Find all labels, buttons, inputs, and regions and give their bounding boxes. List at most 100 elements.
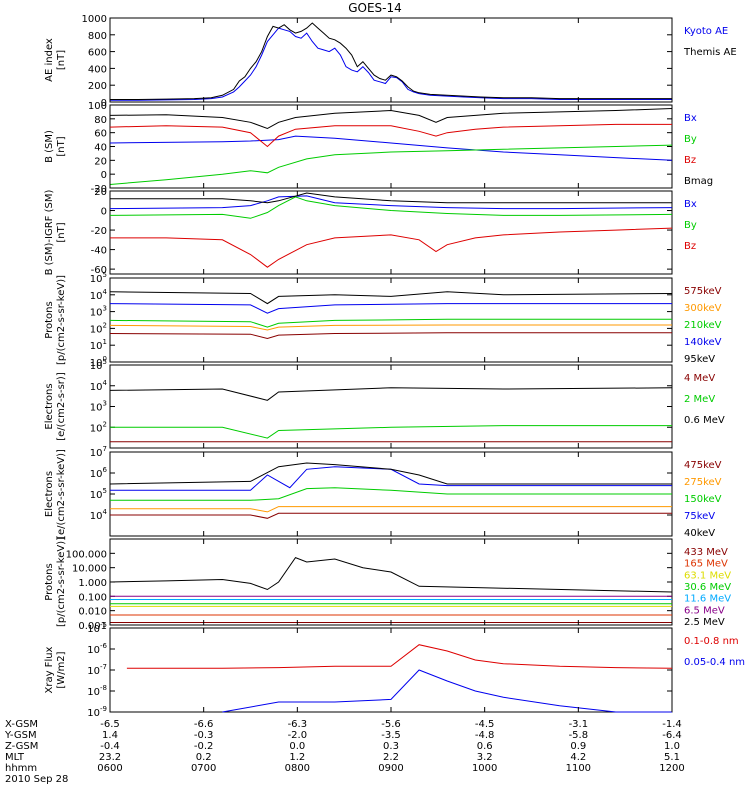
series-line [109, 108, 673, 130]
x-row-label: hhmm [5, 763, 37, 774]
series-line [109, 196, 673, 219]
y-axis-label: B (SM)-IGRF (SM) [44, 190, 55, 276]
panel-frame [109, 538, 673, 626]
y-axis-label: [e/(cm2-s-sr)] [56, 372, 67, 441]
series-line [110, 466, 672, 491]
legend-label: 0.05-0.4 nm [684, 657, 745, 668]
x-tick-label: -6.5 [100, 719, 120, 730]
y-tick-label: 0.100 [78, 592, 107, 603]
legend-label: 165 MeV [684, 559, 728, 570]
x-tick-label: -6.3 [288, 719, 308, 730]
panel-4: 102 103 104 105 Electrons [e/(cm2-s-sr)] 4 MeV… [44, 358, 725, 449]
x-row-label: MLT [5, 752, 25, 763]
x-tick-label: 2.2 [383, 752, 399, 763]
series-line [109, 291, 673, 305]
y-tick-label: 105 [90, 271, 107, 285]
x-tick-label: -0.3 [194, 730, 214, 741]
legend-label: 11.6 MeV [684, 594, 731, 605]
x-tick-label: 0.6 [477, 741, 493, 752]
y-tick-label: 400 [88, 64, 107, 75]
y-axis-label: [p/(cm2-s-sr-keV)] [56, 537, 67, 627]
x-tick-label: 0800 [285, 763, 310, 774]
y-tick-label: 10.000 [72, 564, 107, 575]
x-tick-label: -3.5 [381, 730, 401, 741]
y-tick-label: 10-7 [87, 663, 107, 677]
y-tick-label: 101 [90, 338, 107, 352]
legend-label: Kyoto AE [684, 26, 728, 37]
legend-label: 275keV [684, 477, 722, 488]
y-tick-label: 1.000 [78, 578, 107, 589]
y-tick-label: 800 [88, 31, 107, 42]
y-tick-label: 0 [101, 98, 107, 109]
x-tick-label: 0.3 [383, 741, 399, 752]
legend-label: Themis AE [683, 47, 737, 58]
series-line [109, 303, 672, 314]
legend-label: 30.6 MeV [684, 582, 731, 593]
y-tick-label: 60 [94, 129, 107, 140]
y-tick-label: 200 [88, 81, 107, 92]
y-tick-label: -60 [91, 265, 107, 276]
panel-5: 104 105 106 107 Electrons [e/(cm2-s-sr-keV)] 4… [44, 445, 722, 539]
x-row-label: Y-GSM [4, 730, 37, 741]
y-tick-label: 102 [90, 321, 107, 335]
y-tick-label: 10-9 [87, 705, 107, 719]
y-tick-label: 10-5 [87, 621, 107, 635]
y-axis-label: [p/(cm2-s-sr-keV)] [56, 275, 67, 365]
x-row-label: X-GSM [5, 719, 38, 730]
y-tick-label: 20 [94, 187, 107, 198]
x-tick-label: 4.2 [570, 752, 586, 763]
y-tick-label: 600 [88, 48, 107, 59]
series-line [110, 22, 672, 100]
legend-label: 2.5 MeV [684, 617, 725, 628]
y-tick-label: -20 [91, 226, 107, 237]
y-tick-label: 100.000 [66, 549, 107, 560]
y-tick-label: 104 [90, 379, 108, 393]
legend-label: 6.5 MeV [684, 605, 725, 616]
y-tick-label: 103 [90, 305, 107, 319]
y-axis-label: Xray Flux [44, 646, 55, 693]
x-tick-label: -3.1 [569, 719, 589, 730]
x-tick-label: 1100 [566, 763, 591, 774]
panel-6: 0.001 0.010 0.100 1.000 10.000 100.000 Protons… [44, 537, 731, 632]
y-axis-label: [nT] [56, 136, 67, 156]
y-axis-label: [nT] [56, 222, 67, 242]
series-line [109, 556, 673, 593]
legend-label: 63.1 MeV [684, 570, 731, 581]
legend-label: 140keV [684, 337, 722, 348]
legend-label: 4 MeV [684, 373, 715, 384]
y-tick-label: 10-6 [87, 642, 107, 656]
x-tick-label: 1.4 [102, 730, 118, 741]
y-tick-label: -40 [91, 246, 107, 257]
x-tick-label: 0700 [191, 763, 216, 774]
panel-frame [109, 190, 673, 275]
panel-0: 0 200 400 600 800 1000 AE index [nT] Kyoto AE The… [44, 14, 737, 109]
series-line [109, 135, 673, 161]
series-line [110, 425, 672, 439]
legend-label: 150keV [684, 494, 722, 505]
legend-label: By [684, 134, 697, 145]
y-axis-label: [nT] [56, 50, 67, 70]
x-tick-label: 23.2 [99, 752, 121, 763]
legend-label: Bz [684, 155, 696, 166]
y-tick-label: 107 [90, 445, 107, 459]
series-line [109, 195, 673, 210]
x-tick-label: 1.2 [289, 752, 305, 763]
y-axis-label: Electrons [44, 471, 55, 517]
y-tick-label: 40 [94, 143, 107, 154]
x-tick-label: -6.4 [662, 730, 682, 741]
legend-label: 475keV [684, 460, 722, 471]
x-tick-label: 0900 [378, 763, 403, 774]
y-axis-label: Electrons [44, 383, 55, 429]
y-axis-label: B (SM) [44, 130, 55, 163]
legend-label: 300keV [684, 303, 722, 314]
x-tick-label: 1000 [472, 763, 497, 774]
legend-label: 75keV [684, 511, 715, 522]
x-tick-label: 1200 [659, 763, 684, 774]
series-line [109, 462, 672, 485]
legend-label: By [684, 220, 697, 231]
y-tick-label: 0.001 [78, 621, 107, 632]
legend-label: Bz [684, 241, 696, 252]
panel-frame [109, 17, 673, 103]
y-tick-label: 20 [94, 156, 107, 167]
